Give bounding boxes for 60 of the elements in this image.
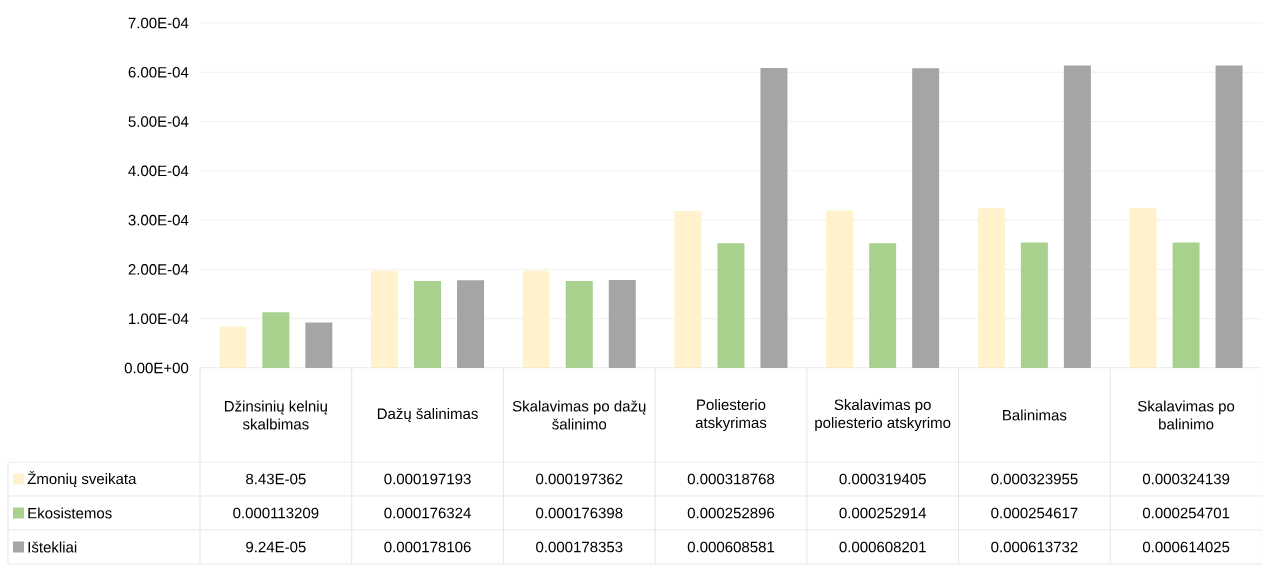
data-label: 9.24E-05 bbox=[246, 541, 306, 553]
data-label: 0.000176324 bbox=[384, 507, 471, 519]
data-label: 0.000197193 bbox=[384, 473, 471, 485]
data-label: 0.000254617 bbox=[991, 507, 1078, 519]
data-label: 0.000319405 bbox=[839, 473, 926, 485]
y-tick-label: 7.00E-04 bbox=[128, 17, 189, 29]
data-label: 0.000252914 bbox=[839, 507, 927, 519]
data-label: 0.000197362 bbox=[536, 473, 623, 485]
bar bbox=[219, 326, 247, 368]
bar bbox=[457, 280, 485, 368]
bar bbox=[977, 208, 1005, 368]
legend-label: Ekosistemos bbox=[28, 507, 112, 519]
legend-label: Ištekliai bbox=[28, 541, 77, 553]
legend-label: Žmonių sveikata bbox=[27, 470, 137, 488]
y-tick-label: 6.00E-04 bbox=[128, 66, 189, 78]
data-label: 0.000254701 bbox=[1142, 507, 1230, 519]
x-tick-label: Džinsinių kelnių skalbimas bbox=[224, 400, 328, 430]
bar bbox=[1063, 65, 1091, 368]
data-label: 0.000252896 bbox=[687, 507, 775, 519]
data-label: 0.000323955 bbox=[991, 473, 1078, 485]
bar bbox=[869, 243, 897, 368]
bar bbox=[522, 270, 550, 368]
y-tick-label: 3.00E-04 bbox=[128, 214, 189, 226]
data-label: 0.000608581 bbox=[687, 541, 775, 553]
bar bbox=[912, 68, 940, 368]
data-label: 0.000613732 bbox=[991, 541, 1078, 553]
x-tick-label: Dažų šalinimas bbox=[377, 407, 478, 423]
bar bbox=[1215, 65, 1243, 368]
data-label: 0.000614025 bbox=[1142, 541, 1230, 553]
x-tick-label: Skalavimas po dažų šalinimo bbox=[512, 400, 646, 430]
data-label: 0.000318768 bbox=[687, 473, 775, 485]
bar bbox=[608, 280, 636, 368]
data-label: 0.000113209 bbox=[233, 507, 319, 519]
x-tick-label: Skalavimas po balinimo bbox=[1137, 400, 1235, 430]
y-tick-label: 1.00E-04 bbox=[129, 313, 189, 325]
bar bbox=[371, 270, 399, 368]
bar bbox=[1129, 208, 1157, 368]
y-tick-label: 0.00E+00 bbox=[124, 362, 189, 374]
bar bbox=[262, 312, 290, 368]
x-tick-label: Balinimas bbox=[1003, 409, 1067, 421]
y-tick-label: 4.00E-04 bbox=[128, 165, 189, 177]
data-label: 0.000608201 bbox=[839, 541, 926, 553]
bar bbox=[1020, 242, 1048, 368]
data-label: 0.000324139 bbox=[1142, 473, 1230, 485]
x-tick-label: Poliesterio atskyrimas bbox=[695, 399, 767, 431]
y-tick-label: 5.00E-04 bbox=[128, 116, 189, 127]
bar bbox=[717, 243, 745, 368]
bar bbox=[565, 281, 593, 368]
data-label: 0.000178353 bbox=[536, 541, 623, 553]
bar bbox=[414, 281, 442, 368]
data-label: 8.43E-05 bbox=[246, 473, 306, 485]
data-label: 0.000178106 bbox=[384, 541, 471, 553]
bar bbox=[674, 210, 702, 368]
data-label: 0.000176398 bbox=[536, 507, 623, 519]
bar bbox=[760, 68, 788, 368]
bar bbox=[305, 322, 333, 368]
y-tick-label: 2.00E-04 bbox=[128, 264, 189, 275]
bar bbox=[1172, 242, 1200, 368]
bar bbox=[826, 210, 854, 368]
x-tick-label: Skalavimas po poliesterio atskyrimo bbox=[815, 399, 951, 431]
